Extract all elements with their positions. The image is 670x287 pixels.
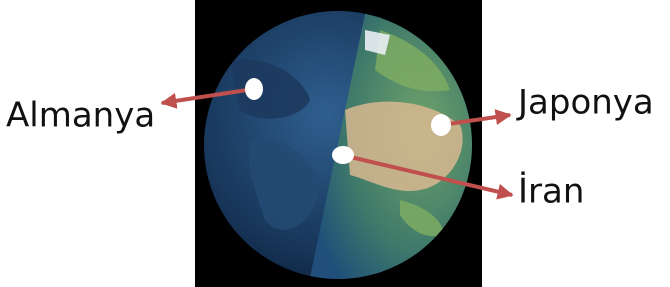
country-label: Almanya (6, 96, 155, 136)
location-dot (245, 78, 263, 100)
location-dot (431, 114, 451, 136)
country-label: İran (518, 172, 584, 212)
globe-diagram: Almanya Japonya İran (0, 0, 670, 287)
location-dot (332, 146, 354, 164)
country-label: Japonya (516, 83, 654, 123)
